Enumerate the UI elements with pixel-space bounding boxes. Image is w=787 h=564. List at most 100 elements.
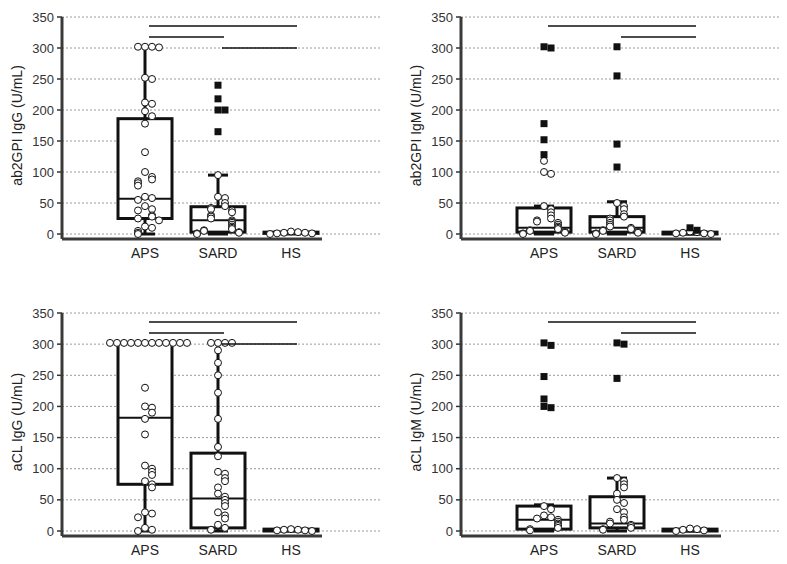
- point: [149, 213, 156, 220]
- point: [288, 228, 295, 235]
- point: [274, 527, 281, 534]
- point: [135, 215, 142, 222]
- grid-line: [62, 79, 382, 80]
- point: [142, 462, 149, 469]
- grid-line: [461, 437, 781, 438]
- point: [527, 227, 534, 234]
- point: [673, 230, 680, 237]
- panel: 050100150200250300350ab2GPI IgM (U/mL)AP…: [408, 10, 781, 261]
- point: [128, 339, 135, 346]
- point: [302, 527, 309, 534]
- point: [222, 515, 229, 522]
- point: [236, 229, 243, 236]
- point: [621, 484, 628, 491]
- grid-line: [461, 313, 781, 314]
- point: [614, 506, 621, 513]
- grid-line: [461, 172, 781, 173]
- point: [215, 415, 222, 422]
- plot-area: [517, 339, 717, 534]
- tick-label: 50: [439, 492, 453, 507]
- grid-line: [461, 468, 781, 469]
- point: [156, 217, 163, 224]
- category-label: HS: [281, 245, 300, 261]
- outlier: [621, 341, 628, 348]
- tick-label: 0: [446, 524, 453, 539]
- tick-label: 350: [32, 306, 54, 321]
- point: [614, 200, 621, 207]
- point: [149, 176, 156, 183]
- outlier: [541, 151, 548, 158]
- tick-label: 250: [431, 368, 453, 383]
- point: [156, 339, 163, 346]
- point: [534, 515, 541, 522]
- point: [215, 490, 222, 497]
- plot-area: [118, 43, 318, 237]
- outlier: [541, 373, 548, 380]
- point: [142, 43, 149, 50]
- grid-line: [62, 406, 382, 407]
- significance-line: [149, 332, 224, 334]
- tick-label: 150: [32, 134, 54, 149]
- point: [541, 169, 548, 176]
- point: [149, 195, 156, 202]
- tick-label: 150: [32, 430, 54, 445]
- tick-label: 50: [40, 492, 54, 507]
- point: [614, 496, 621, 503]
- point: [548, 170, 555, 177]
- tick-label: 250: [431, 72, 453, 87]
- point: [208, 215, 215, 222]
- median: [191, 498, 245, 500]
- outlier: [548, 342, 555, 349]
- point: [215, 468, 222, 475]
- point: [628, 524, 635, 531]
- outlier: [541, 395, 548, 402]
- point: [215, 521, 222, 528]
- point: [288, 526, 295, 533]
- point: [281, 229, 288, 236]
- point: [142, 384, 149, 391]
- point: [541, 503, 548, 510]
- significance-line: [548, 25, 696, 27]
- point: [520, 230, 527, 237]
- point: [295, 526, 302, 533]
- point: [541, 203, 548, 210]
- x-axis: [461, 534, 721, 537]
- point: [708, 231, 715, 238]
- y-axis-label: ab2GPI IgM (U/mL): [408, 65, 424, 186]
- tick-label: 150: [431, 134, 453, 149]
- tick-label: 0: [47, 524, 54, 539]
- point: [215, 389, 222, 396]
- grid-line: [461, 48, 781, 49]
- point: [135, 182, 142, 189]
- point: [534, 218, 541, 225]
- category-label: SARD: [199, 245, 238, 261]
- point: [149, 409, 156, 416]
- point: [593, 230, 600, 237]
- point: [121, 339, 128, 346]
- tick-label: 100: [32, 461, 54, 476]
- point: [215, 359, 222, 366]
- point: [142, 169, 149, 176]
- point: [135, 196, 142, 203]
- point: [149, 510, 156, 517]
- point: [135, 207, 142, 214]
- outlier: [614, 72, 621, 79]
- point: [274, 230, 281, 237]
- point: [600, 227, 607, 234]
- y-axis: [61, 17, 64, 239]
- point: [142, 203, 149, 210]
- tick-label: 100: [32, 165, 54, 180]
- point: [593, 231, 600, 238]
- point: [208, 339, 215, 346]
- grid-line: [62, 172, 382, 173]
- point: [135, 43, 142, 50]
- point: [170, 339, 177, 346]
- outlier: [614, 43, 621, 50]
- tick-label: 350: [32, 10, 54, 25]
- point: [541, 157, 548, 164]
- significance-line: [621, 36, 696, 38]
- point: [184, 339, 191, 346]
- figure: 050100150200250300350ab2GPI IgG (U/mL)AP…: [0, 0, 787, 564]
- grid-line: [461, 79, 781, 80]
- point: [149, 76, 156, 83]
